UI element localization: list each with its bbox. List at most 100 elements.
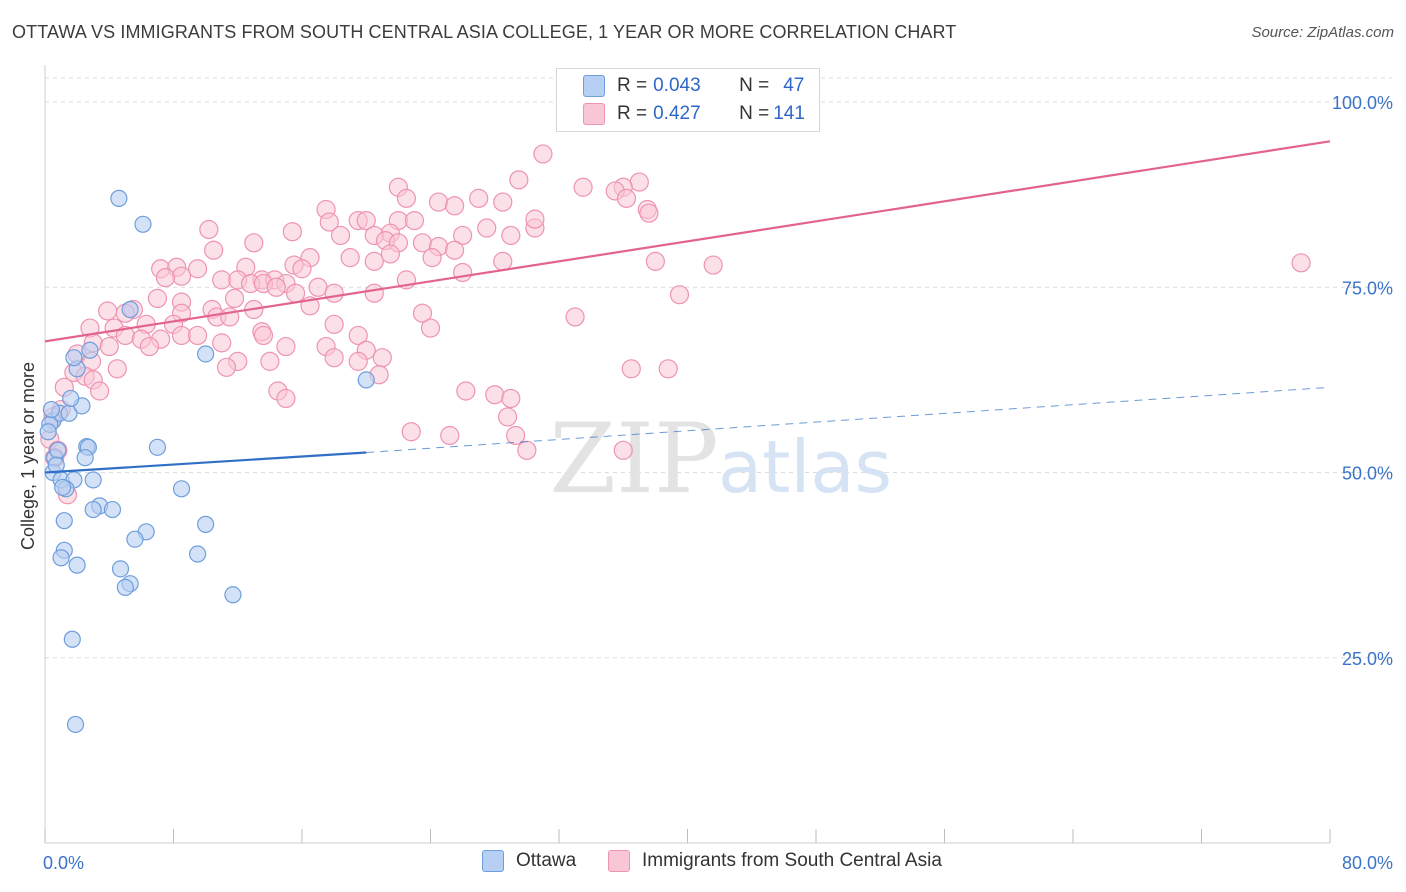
pink-point [428, 192, 449, 212]
blue-point [172, 480, 191, 498]
blue-trend-line [44, 451, 367, 474]
blue-point [84, 471, 102, 489]
pink-point [319, 212, 339, 232]
pink-point [324, 348, 344, 368]
pink-trend-line [44, 140, 1331, 343]
pink-point [629, 172, 649, 192]
pink-point [453, 225, 473, 246]
series-legend: Ottawa Immigrants from South Central Asi… [0, 850, 1406, 878]
blue-point [42, 400, 61, 419]
y-tick-label: 25.0% [1342, 649, 1393, 669]
source-credit: Source: ZipAtlas.com [1251, 24, 1394, 41]
legend-item-ottawa: Ottawa [482, 850, 576, 872]
pink-point [356, 211, 376, 231]
watermark-zip: ZIP [549, 403, 718, 515]
legend-n-label: N = [739, 75, 770, 96]
legend-r-label: R = [617, 75, 648, 96]
pink-point [171, 325, 192, 346]
pink-point [401, 422, 421, 442]
pink-point [324, 283, 344, 303]
legend-row-ottawa: R = 0.043 N = 47 [583, 73, 804, 99]
pink-point [453, 262, 473, 283]
pink-point [90, 381, 110, 401]
blue-point [357, 371, 375, 389]
pink-point [212, 333, 232, 353]
pink-point [440, 425, 460, 446]
pink-point [285, 283, 306, 303]
pink-point [266, 277, 286, 297]
chart-title: OTTAWA VS IMMIGRANTS FROM SOUTH CENTRAL … [12, 22, 957, 42]
blue-point [66, 715, 85, 734]
pink-point [282, 222, 302, 242]
watermark-atlas: atlas [718, 425, 892, 509]
pink-point [224, 288, 245, 308]
blue-point [110, 189, 128, 207]
tick-labels: 25.0% 50.0% 75.0% 100.0% 0.0% 80.0% [43, 93, 1393, 873]
pink-point [98, 301, 118, 321]
blue-point [121, 300, 139, 319]
pink-point [444, 240, 465, 260]
blue-point [224, 586, 242, 604]
legend-swatch-pink [583, 103, 605, 125]
pink-point [456, 381, 476, 401]
pink-point [147, 288, 168, 308]
pink-point [477, 218, 497, 238]
x-tick-label: 0.0% [43, 853, 84, 873]
pink-point [260, 351, 280, 371]
pink-point [204, 240, 224, 260]
pink-point [565, 307, 585, 327]
pink-point [501, 388, 521, 409]
blue-point [111, 560, 130, 578]
pink-point [330, 225, 351, 246]
pink-point [525, 209, 545, 229]
blue-point [47, 456, 65, 474]
y-tick-label: 75.0% [1342, 278, 1393, 298]
blue-point [148, 438, 167, 456]
y-tick-label: 50.0% [1342, 464, 1393, 484]
grid-layer [45, 77, 1392, 659]
blue-point [55, 512, 73, 530]
pink-point [99, 336, 119, 357]
legend-r-value: 0.427 [653, 103, 701, 124]
blue-point [134, 215, 152, 233]
blue-point [103, 500, 122, 519]
blue-point [54, 478, 72, 496]
blue-point [49, 441, 67, 459]
pink-point [658, 359, 678, 379]
pink-point [155, 268, 176, 288]
blue-point [68, 556, 86, 574]
pink-point [348, 325, 368, 346]
pink-point [276, 388, 296, 409]
pink-point [292, 259, 312, 279]
pink-point [422, 248, 442, 268]
pink-point [412, 303, 433, 323]
pink-point [187, 325, 208, 346]
blue-point [84, 500, 102, 519]
pink-point [276, 336, 296, 357]
y-tick-label: 100.0% [1332, 93, 1393, 113]
pink-point [348, 351, 368, 371]
pink-point [340, 248, 360, 268]
pink-point [404, 211, 425, 231]
pink-point [253, 325, 274, 346]
blue-point [39, 423, 57, 441]
pink-point [533, 144, 553, 164]
pink-point [509, 170, 529, 190]
legend-n-value: 141 [773, 103, 805, 124]
axes [44, 65, 1331, 844]
pink-point [485, 385, 505, 405]
legend-swatch-blue [583, 75, 605, 97]
legend-r-value: 0.043 [653, 75, 701, 96]
pink-point [187, 259, 208, 279]
pink-point [396, 188, 417, 208]
blue-trend-extension [366, 386, 1331, 454]
blue-point [76, 449, 94, 467]
legend-n-label: N = [739, 103, 770, 124]
pink-point [621, 359, 641, 379]
blue-point [197, 515, 215, 533]
pink-point [324, 314, 344, 334]
watermark: ZIP atlas [549, 403, 892, 515]
legend-row-immigrants: R = 0.427 N = 141 [583, 101, 805, 127]
pink-point [703, 255, 723, 275]
